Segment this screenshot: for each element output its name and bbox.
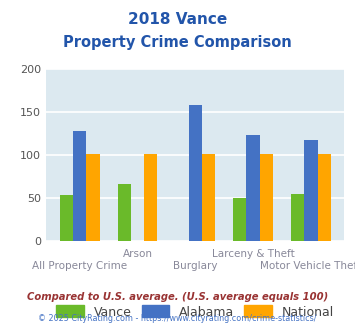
Bar (60, 195, 73, 241)
Bar (144, 154, 157, 241)
Bar (304, 140, 317, 241)
Bar (86, 154, 100, 241)
Text: 2018 Vance: 2018 Vance (128, 12, 227, 26)
Bar (317, 154, 331, 241)
Text: © 2025 CityRating.com - https://www.cityrating.com/crime-statistics/: © 2025 CityRating.com - https://www.city… (38, 314, 317, 323)
Text: All Property Crime: All Property Crime (32, 261, 127, 272)
Text: Compared to U.S. average. (U.S. average equals 100): Compared to U.S. average. (U.S. average … (27, 292, 328, 302)
Text: Property Crime Comparison: Property Crime Comparison (63, 35, 292, 50)
Text: Arson: Arson (122, 249, 152, 259)
Bar (246, 135, 260, 241)
Bar (189, 105, 202, 241)
Bar (73, 131, 86, 241)
Legend: Vance, Alabama, National: Vance, Alabama, National (51, 300, 339, 324)
Bar (260, 154, 273, 241)
Text: Motor Vehicle Theft: Motor Vehicle Theft (260, 261, 355, 272)
Text: Larceny & Theft: Larceny & Theft (212, 249, 294, 259)
Bar (202, 154, 215, 241)
Text: Burglary: Burglary (173, 261, 218, 272)
Bar (233, 198, 246, 241)
Bar (118, 184, 131, 241)
Bar (291, 194, 304, 241)
